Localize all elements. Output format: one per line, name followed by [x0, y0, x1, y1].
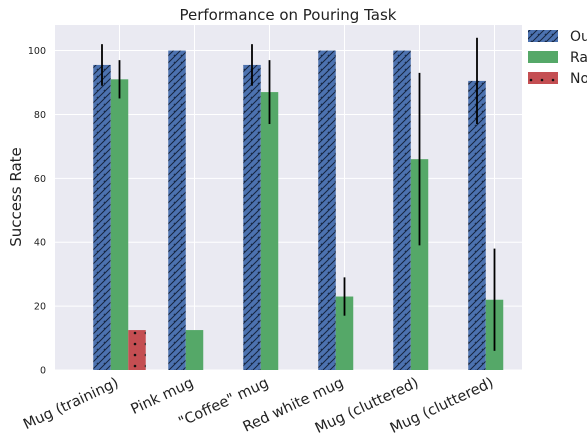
- bar-no-0: [128, 330, 146, 370]
- bar-ou-4: [393, 50, 411, 371]
- legend-label-no: No: [570, 71, 587, 87]
- y-tick-label: 20: [34, 302, 46, 313]
- bar-ou-1: [168, 50, 186, 371]
- y-tick-label: 60: [34, 174, 46, 185]
- legend: Ou Ra No: [528, 29, 587, 87]
- legend-label-ra: Ra: [570, 50, 587, 66]
- bar-ou-3: [318, 50, 336, 371]
- y-tick-label: 0: [40, 366, 46, 377]
- legend-swatch-no: [528, 72, 558, 84]
- bar-ra-3: [335, 296, 354, 370]
- bar-ou-2: [243, 64, 261, 371]
- legend-swatch-ra: [528, 51, 558, 63]
- chart-title: Performance on Pouring Task: [180, 6, 397, 24]
- bar-ra-4: [410, 159, 429, 370]
- legend-swatch-ou: [528, 30, 558, 42]
- y-axis-label: Success Rate: [7, 147, 25, 247]
- y-tick-label: 100: [28, 46, 46, 57]
- bar-ou-0: [93, 64, 111, 371]
- legend-label-ou: Ou: [570, 29, 587, 45]
- x-tick-label: Mug (training): [21, 375, 121, 433]
- bar-ra-2: [260, 92, 279, 370]
- y-tick-label: 40: [34, 238, 46, 249]
- bar-ra-0: [110, 79, 129, 371]
- plot-area: [55, 25, 522, 370]
- bar-ra-1: [185, 330, 204, 370]
- bar-ou-5: [468, 80, 486, 371]
- y-tick-label: 80: [34, 110, 46, 121]
